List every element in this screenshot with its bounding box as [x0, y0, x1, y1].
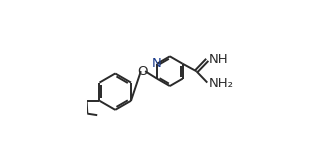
Text: N: N [152, 56, 161, 69]
Text: O: O [138, 65, 148, 78]
Text: NH₂: NH₂ [209, 77, 233, 90]
Text: NH: NH [209, 53, 228, 66]
